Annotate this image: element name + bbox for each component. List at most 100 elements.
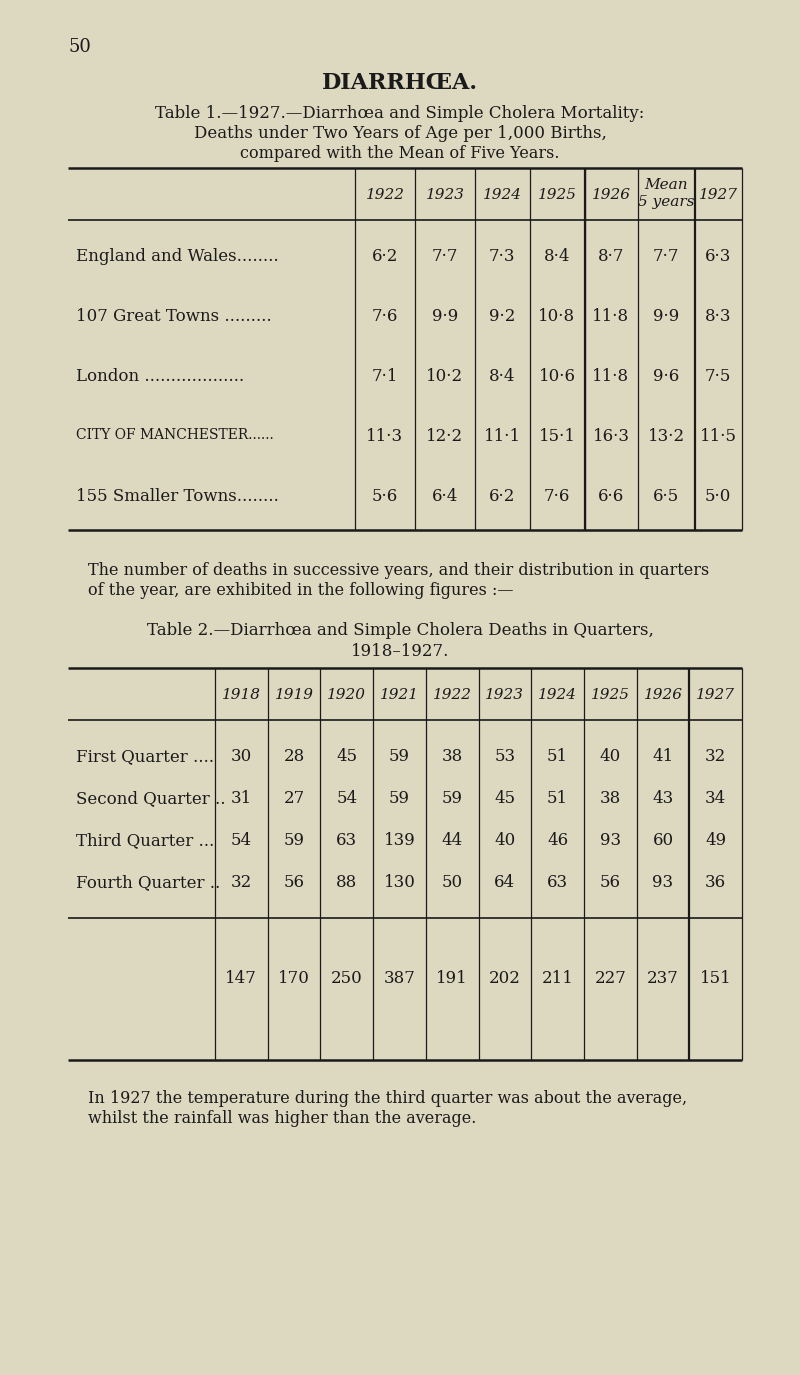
Text: 63: 63 [547, 874, 568, 891]
Text: whilst the rainfall was higher than the average.: whilst the rainfall was higher than the … [88, 1110, 476, 1127]
Text: 8·4: 8·4 [489, 368, 515, 385]
Text: 9·6: 9·6 [653, 368, 679, 385]
Text: 250: 250 [331, 969, 362, 987]
Text: 50: 50 [68, 38, 91, 56]
Text: 30: 30 [230, 748, 252, 764]
Text: DIARRHŒA.: DIARRHŒA. [322, 72, 478, 94]
Text: 1926: 1926 [591, 188, 630, 202]
Text: 227: 227 [594, 969, 626, 987]
Text: 13·2: 13·2 [647, 428, 685, 446]
Text: 7·6: 7·6 [544, 488, 570, 505]
Text: 54: 54 [230, 832, 252, 848]
Text: 93: 93 [652, 874, 674, 891]
Text: Fourth Quarter ..: Fourth Quarter .. [76, 874, 220, 891]
Text: 59: 59 [389, 748, 410, 764]
Text: 43: 43 [652, 791, 674, 807]
Text: 40: 40 [494, 832, 515, 848]
Text: The number of deaths in successive years, and their distribution in quarters: The number of deaths in successive years… [88, 562, 710, 579]
Text: 1919: 1919 [274, 688, 314, 703]
Text: 1923: 1923 [486, 688, 524, 703]
Text: 10·2: 10·2 [426, 368, 463, 385]
Text: 7·7: 7·7 [432, 248, 458, 265]
Text: 1920: 1920 [327, 688, 366, 703]
Text: 7·6: 7·6 [372, 308, 398, 324]
Text: 1922: 1922 [433, 688, 472, 703]
Text: 211: 211 [542, 969, 574, 987]
Text: 5·0: 5·0 [705, 488, 731, 505]
Text: 56: 56 [283, 874, 305, 891]
Text: 38: 38 [600, 791, 621, 807]
Text: Second Quarter ..: Second Quarter .. [76, 791, 226, 807]
Text: 12·2: 12·2 [426, 428, 463, 446]
Text: 8·7: 8·7 [598, 248, 624, 265]
Text: 46: 46 [547, 832, 568, 848]
Text: compared with the Mean of Five Years.: compared with the Mean of Five Years. [240, 144, 560, 162]
Text: 36: 36 [705, 874, 726, 891]
Text: 9·9: 9·9 [432, 308, 458, 324]
Text: 6·3: 6·3 [705, 248, 731, 265]
Text: Mean: Mean [644, 177, 688, 192]
Text: 32: 32 [230, 874, 252, 891]
Text: 6·2: 6·2 [489, 488, 515, 505]
Text: 1926: 1926 [643, 688, 682, 703]
Text: 6·2: 6·2 [372, 248, 398, 265]
Text: 56: 56 [600, 874, 621, 891]
Text: 8·4: 8·4 [544, 248, 570, 265]
Text: of the year, are exhibited in the following figures :—: of the year, are exhibited in the follow… [88, 582, 514, 600]
Text: In 1927 the temperature during the third quarter was about the average,: In 1927 the temperature during the third… [88, 1090, 687, 1107]
Text: 41: 41 [652, 748, 674, 764]
Text: 63: 63 [336, 832, 358, 848]
Text: 44: 44 [442, 832, 462, 848]
Text: 202: 202 [489, 969, 521, 987]
Text: 387: 387 [383, 969, 415, 987]
Text: 34: 34 [705, 791, 726, 807]
Text: 6·6: 6·6 [598, 488, 624, 505]
Text: 60: 60 [652, 832, 674, 848]
Text: 9·9: 9·9 [653, 308, 679, 324]
Text: 1927: 1927 [698, 188, 738, 202]
Text: 7·7: 7·7 [653, 248, 679, 265]
Text: 51: 51 [547, 791, 568, 807]
Text: 1925: 1925 [590, 688, 630, 703]
Text: 45: 45 [336, 748, 358, 764]
Text: 130: 130 [383, 874, 415, 891]
Text: England and Wales........: England and Wales........ [76, 248, 278, 265]
Text: 191: 191 [436, 969, 468, 987]
Text: 8·3: 8·3 [705, 308, 731, 324]
Text: 49: 49 [705, 832, 726, 848]
Text: 5·6: 5·6 [372, 488, 398, 505]
Text: 237: 237 [647, 969, 679, 987]
Text: 93: 93 [600, 832, 621, 848]
Text: 50: 50 [442, 874, 462, 891]
Text: 1918–1927.: 1918–1927. [351, 644, 449, 660]
Text: CITY OF MANCHESTER......: CITY OF MANCHESTER...... [76, 428, 274, 441]
Text: 7·1: 7·1 [372, 368, 398, 385]
Text: 45: 45 [494, 791, 515, 807]
Text: 6·5: 6·5 [653, 488, 679, 505]
Text: 11·5: 11·5 [699, 428, 737, 446]
Text: 28: 28 [283, 748, 305, 764]
Text: 107 Great Towns .........: 107 Great Towns ......... [76, 308, 272, 324]
Text: 51: 51 [547, 748, 568, 764]
Text: 151: 151 [700, 969, 731, 987]
Text: 1923: 1923 [426, 188, 465, 202]
Text: 10·6: 10·6 [538, 368, 575, 385]
Text: 9·2: 9·2 [489, 308, 515, 324]
Text: Third Quarter ...: Third Quarter ... [76, 832, 214, 848]
Text: Table 2.—Diarrhœa and Simple Cholera Deaths in Quarters,: Table 2.—Diarrhœa and Simple Cholera Dea… [146, 622, 654, 639]
Text: 31: 31 [230, 791, 252, 807]
Text: 59: 59 [442, 791, 462, 807]
Text: 1918: 1918 [222, 688, 261, 703]
Text: 1922: 1922 [366, 188, 405, 202]
Text: 54: 54 [336, 791, 358, 807]
Text: 1925: 1925 [538, 188, 577, 202]
Text: 88: 88 [336, 874, 358, 891]
Text: 38: 38 [442, 748, 462, 764]
Text: 1927: 1927 [696, 688, 735, 703]
Text: 16·3: 16·3 [593, 428, 630, 446]
Text: 27: 27 [283, 791, 305, 807]
Text: Table 1.—1927.—Diarrhœa and Simple Cholera Mortality:: Table 1.—1927.—Diarrhœa and Simple Chole… [155, 104, 645, 122]
Text: 7·5: 7·5 [705, 368, 731, 385]
Text: 170: 170 [278, 969, 310, 987]
Text: 15·1: 15·1 [538, 428, 575, 446]
